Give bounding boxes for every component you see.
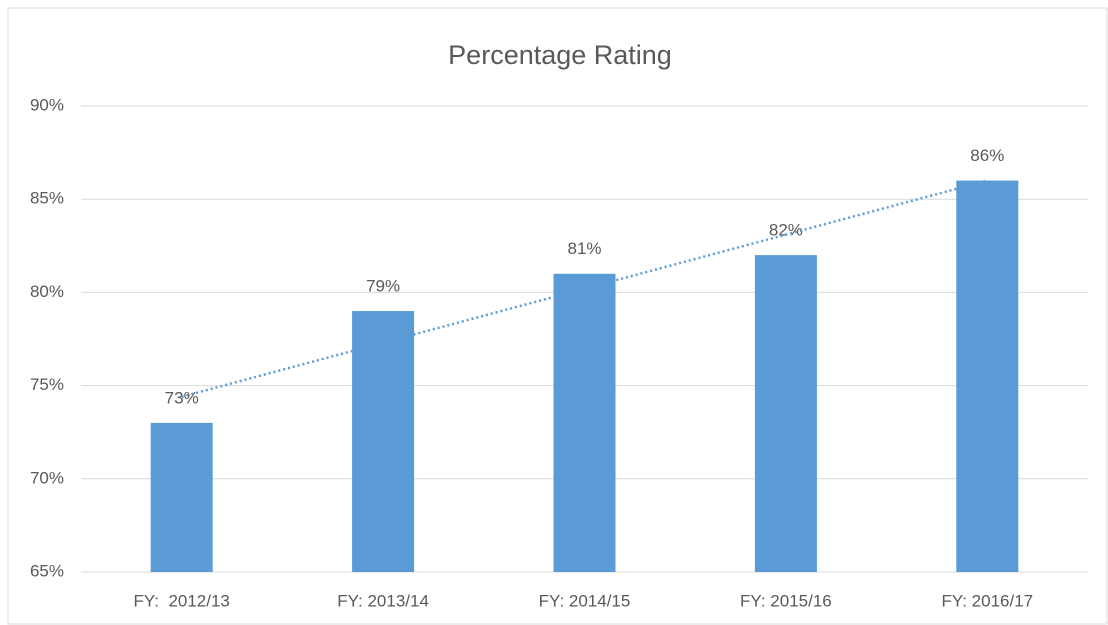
x-tick-label: FY: 2016/17 bbox=[941, 591, 1033, 610]
x-tick-label: FY: 2013/14 bbox=[337, 591, 429, 610]
data-label: 73% bbox=[165, 388, 199, 407]
trendline bbox=[181, 179, 988, 398]
bar bbox=[150, 422, 213, 572]
data-label: 86% bbox=[970, 146, 1004, 165]
data-label: 79% bbox=[366, 277, 400, 296]
y-tick-label: 75% bbox=[30, 375, 64, 394]
y-tick-label: 90% bbox=[30, 95, 64, 114]
x-tick-label: FY: 2015/16 bbox=[740, 591, 832, 610]
chart-title: Percentage Rating bbox=[448, 40, 672, 70]
y-tick-label: 85% bbox=[30, 189, 64, 208]
bar bbox=[956, 180, 1019, 572]
data-label: 81% bbox=[567, 239, 601, 258]
bar bbox=[352, 311, 415, 572]
data-label: 82% bbox=[769, 221, 803, 240]
y-tick-label: 70% bbox=[30, 468, 64, 487]
y-tick-label: 65% bbox=[30, 561, 64, 580]
y-tick-label: 80% bbox=[30, 282, 64, 301]
bar bbox=[754, 255, 817, 572]
x-tick-label: FY: 2014/15 bbox=[539, 591, 631, 610]
x-tick-label: FY: 2012/13 bbox=[133, 591, 229, 610]
bar bbox=[553, 273, 616, 572]
